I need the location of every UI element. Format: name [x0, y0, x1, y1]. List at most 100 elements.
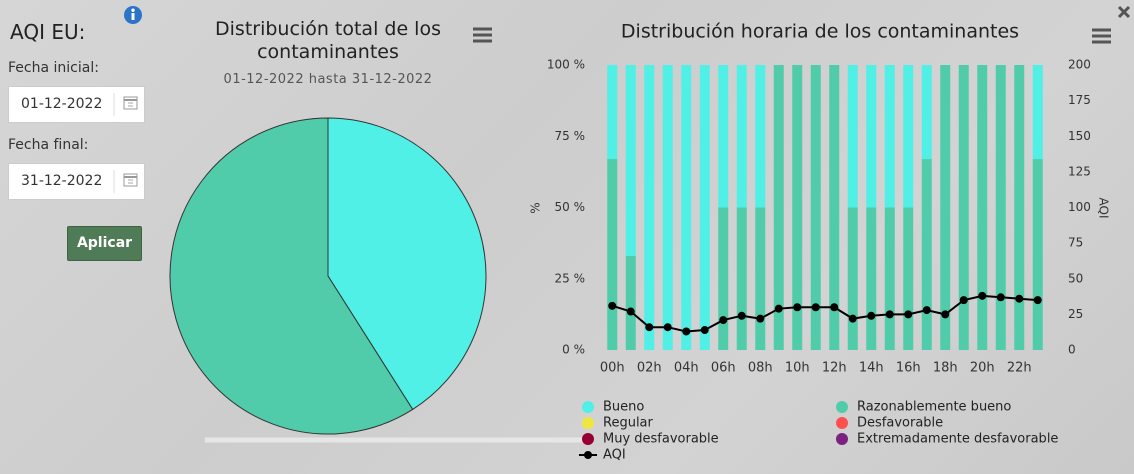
aqi-point — [1015, 294, 1024, 303]
menu-icon[interactable] — [473, 27, 1111, 44]
x-tick-label: 02h — [637, 361, 662, 376]
legend-marker — [836, 401, 848, 413]
close-icon[interactable] — [1117, 5, 1131, 19]
start-date: 01-12-2022 — [21, 96, 103, 112]
aqi-point — [811, 303, 820, 312]
x-tick-label: 08h — [748, 361, 773, 376]
aqi-point — [996, 293, 1005, 302]
bar-segment — [1014, 65, 1025, 350]
bar-segment — [755, 207, 766, 350]
y2-tick-label: 75 — [1068, 236, 1083, 250]
aqi-point — [737, 311, 746, 320]
bar-segment — [958, 65, 969, 350]
bar-segment — [718, 207, 729, 350]
y-tick-label: 0 % — [562, 343, 585, 357]
bar-segment — [884, 207, 895, 350]
bar-segment — [921, 65, 932, 160]
y2-tick-label: 150 — [1068, 129, 1091, 143]
aqi-point — [941, 310, 950, 319]
aqi-point — [904, 310, 913, 319]
legend-label: AQI — [603, 448, 626, 463]
legend-marker — [582, 417, 594, 429]
bar-segment — [607, 65, 618, 160]
bar-segment — [829, 65, 840, 350]
aqi-point — [922, 306, 931, 315]
bar-segment — [1032, 65, 1043, 160]
y2-tick-label: 175 — [1068, 93, 1091, 107]
y-tick-label: 100 % — [547, 58, 585, 72]
bar-segment — [699, 65, 710, 350]
x-tick-label: 20h — [970, 361, 995, 376]
aqi-point — [1033, 296, 1042, 305]
bar-segment — [940, 65, 951, 350]
y2-tick-label: 50 — [1068, 271, 1083, 285]
calendar-icon[interactable] — [113, 164, 145, 199]
legend-label: Razonablemente bueno — [857, 400, 1011, 415]
legend-label: Muy desfavorable — [603, 432, 719, 447]
y2-tick-label: 25 — [1068, 307, 1083, 321]
y-tick-label: 50 % — [555, 200, 586, 214]
bar-segment — [644, 65, 655, 350]
aqi-point — [608, 301, 617, 310]
end-input[interactable]: 31-12-2022 — [8, 163, 145, 200]
end-label: Fecha final: — [8, 137, 89, 153]
aqi-point — [793, 303, 802, 312]
legend-marker — [584, 451, 592, 459]
aqi-point — [959, 296, 968, 305]
bar-segment — [866, 207, 877, 350]
y-tick-label: 75 % — [555, 129, 586, 143]
bar-segment — [736, 207, 747, 350]
bar-segment — [995, 65, 1006, 350]
aqi-point — [682, 327, 691, 336]
legend-label: Bueno — [603, 400, 644, 415]
bar-segment — [718, 65, 729, 208]
legend-marker — [836, 417, 848, 429]
x-tick-label: 22h — [1007, 361, 1032, 376]
aqi-point — [867, 311, 876, 320]
bar-segment — [792, 65, 803, 350]
legend-label: Regular — [603, 416, 654, 431]
x-tick-label: 16h — [896, 361, 921, 376]
calendar-icon[interactable] — [113, 87, 145, 122]
bar-segment — [607, 159, 618, 350]
start-input[interactable]: 01-12-2022 — [8, 86, 145, 123]
bar-segment — [681, 65, 692, 350]
bar-segment — [736, 65, 747, 208]
aqi-line — [611, 294, 1038, 333]
bar-segment — [662, 65, 673, 350]
bar-segment — [773, 65, 784, 350]
y2-tick-label: 0 — [1068, 343, 1076, 357]
bar-segment — [810, 65, 821, 350]
bar-segment — [625, 65, 636, 256]
y2-tick-label: 100 — [1068, 200, 1091, 214]
bar-segment — [977, 65, 988, 350]
y2-tick-label: 200 — [1068, 58, 1091, 72]
aqi-point — [700, 326, 709, 335]
apply-button[interactable]: Aplicar — [67, 226, 142, 261]
aqi-point — [663, 323, 672, 332]
info-icon[interactable] — [123, 5, 143, 25]
panel-title: AQI EU: — [10, 20, 86, 44]
bar-segment — [866, 65, 877, 208]
bar-segment — [755, 65, 766, 208]
aqi-point — [626, 307, 635, 316]
bar-segment — [884, 65, 895, 208]
aqi-point — [645, 323, 654, 332]
x-tick-label: 10h — [785, 361, 810, 376]
y-tick-label: 25 % — [555, 271, 586, 285]
legend-label: Extremadamente desfavorable — [857, 432, 1058, 447]
pie-slice — [327, 117, 487, 411]
bar-segment — [847, 207, 858, 350]
aqi-point — [774, 304, 783, 313]
aqi-point — [978, 291, 987, 300]
end-date: 31-12-2022 — [21, 173, 103, 189]
aqi-point — [719, 316, 728, 325]
legend-marker — [582, 401, 594, 413]
y2-axis-title: AQI — [1097, 198, 1111, 219]
bar-segment — [921, 159, 932, 350]
legend-marker — [836, 433, 848, 445]
chart-title: Distribución horaria de los contaminante… — [621, 21, 1019, 43]
x-tick-label: 14h — [859, 361, 884, 376]
bar-segment — [847, 65, 858, 208]
